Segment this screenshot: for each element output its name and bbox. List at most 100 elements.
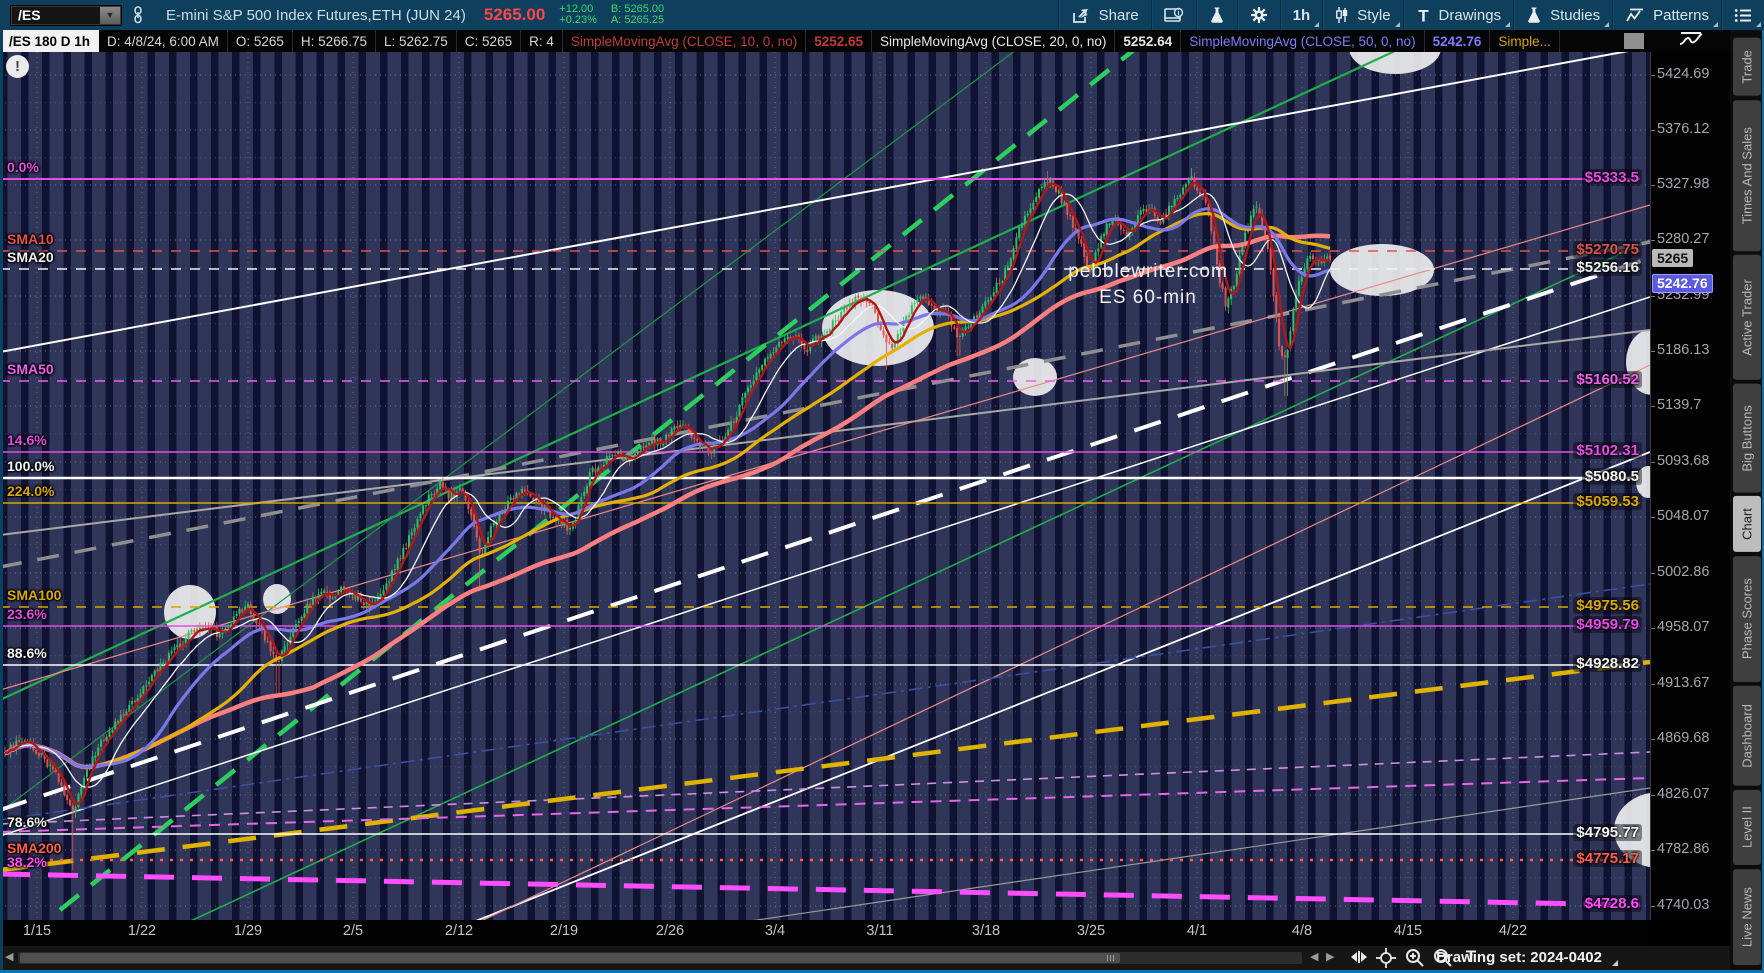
chart-plot-area[interactable]: ! pebblewriter.com ES 60-min 0.0% $5333.5… (0, 52, 1650, 920)
chart-style-icon (1678, 30, 1704, 53)
sidebar-tab-level-ii[interactable]: Level II (1733, 789, 1761, 865)
date-axis-label: 4/15 (1393, 923, 1423, 939)
dropdown-corner-icon (1604, 22, 1610, 27)
header-spacer (1560, 30, 1624, 52)
pan-right-icon[interactable]: ▶ (1326, 951, 1335, 963)
toolbar-button-menu[interactable] (1721, 0, 1764, 30)
sidebar-tab-active-trader[interactable]: Active Trader (1733, 254, 1761, 380)
toolbar-button-label: Drawings (1438, 6, 1502, 24)
sidebar-tab-phase-scores[interactable]: Phase Scores (1733, 556, 1761, 683)
text-tool-icon[interactable]: T (1462, 947, 1480, 966)
date-axis-label: 3/11 (866, 923, 894, 939)
study-label[interactable]: SimpleMovingAvg (CLOSE, 50, 0, no) (1181, 30, 1425, 52)
price-bubble: $5333.5 (1581, 169, 1642, 186)
study-value: 5242.76 (1425, 30, 1491, 52)
sidebar-tab-live-news[interactable]: Live News (1733, 868, 1761, 965)
toolbar-button-settings[interactable] (1236, 0, 1280, 30)
date-axis[interactable]: 1/15 1/22 1/29 2/5 2/12 2/19 2/26 3/4 3/11 3/18 3/… (0, 920, 1650, 946)
price-axis-label: 4826.07 (1650, 786, 1710, 802)
price-axis-label: 4782.86 (1650, 841, 1710, 857)
toolbar-button-drawings[interactable]: T Drawings (1402, 0, 1514, 30)
sidebar-tab-trade[interactable]: Trade (1733, 38, 1761, 96)
price-bubble: $4728.6 (1581, 895, 1642, 912)
scroll-left-icon[interactable]: ◀ (5, 951, 14, 963)
ttool-icon: T (1416, 7, 1431, 24)
toolbar-button-studies[interactable]: Studies (1513, 0, 1612, 30)
price-axis-label: 4740.03 (1650, 897, 1710, 913)
sidebar-tab-big-buttons[interactable]: Big Buttons (1733, 383, 1761, 493)
level-label: 88.6% (7, 645, 47, 661)
date-axis-label: 4/8 (1291, 923, 1313, 939)
sidebar-tab-dashboard[interactable]: Dashboard (1733, 686, 1761, 786)
chart-scrollbar[interactable] (18, 952, 1302, 964)
price-bubble: $4928.82 (1573, 655, 1642, 672)
study-label[interactable]: SimpleMovingAvg (CLOSE, 10, 0, no) (563, 30, 807, 52)
bottom-toolbar: ◀ ◀ ▶ T Drawing set: 2024-0402 (0, 946, 1730, 970)
symbol-timeframe-chip: /ES 180 D 1h (0, 30, 100, 52)
level-label: 0.0% (7, 159, 39, 175)
toolbar-button-timeframe[interactable]: 1h (1279, 0, 1323, 30)
price-axis-label: 5424.69 (1650, 66, 1710, 82)
toolbar-button-analyze[interactable] (1195, 0, 1237, 30)
price-bubble: $5059.53 (1573, 493, 1642, 510)
date-axis-label: 2/26 (655, 923, 685, 939)
link-icon[interactable] (132, 6, 144, 24)
price-bubble: $5256.16 (1573, 259, 1642, 276)
price-bubble: $4795.77 (1573, 824, 1642, 841)
zoom-out-icon[interactable] (1432, 948, 1454, 968)
header-handle[interactable] (1624, 33, 1644, 49)
price-axis[interactable]: 5424.69 5376.12 5327.98 5280.27 5232.99 5186.… (1650, 52, 1730, 920)
level-label: SMA20 (7, 249, 54, 265)
toolbar-button-share[interactable]: Share (1057, 0, 1151, 30)
chevron-down-icon[interactable]: ▼ (100, 6, 120, 24)
change-value: +12.00 (559, 3, 594, 15)
level-label: 100.0% (7, 458, 55, 474)
date-axis-label: 2/19 (549, 923, 579, 939)
price-bubble: $5270.75 (1573, 241, 1642, 258)
alert-icon[interactable]: ! (6, 55, 29, 78)
gear-icon (1250, 6, 1268, 24)
price-bubble: $4775.17 (1573, 850, 1642, 867)
study-label[interactable]: SimpleMovingAvg (CLOSE, 20, 0, no) (872, 30, 1116, 52)
sidebar-tab-times-and-sales[interactable]: Times And Sales (1733, 99, 1761, 251)
sidebar-tab-chart[interactable]: Chart (1733, 496, 1761, 553)
ohlc-field: H: 5266.75 (293, 30, 376, 52)
ohlc-field: R: 4 (521, 30, 563, 52)
ohlc-field: L: 5262.75 (376, 30, 457, 52)
level-label: 23.6% (7, 606, 47, 622)
pattern-icon (1625, 7, 1645, 23)
price-axis-label: 5002.86 (1650, 564, 1710, 580)
toolbar-button-news[interactable]: i (1150, 0, 1196, 30)
date-axis-label: 4/22 (1498, 923, 1528, 939)
toolbar-buttons: Share i 1h Style T Drawings Studies Patterns (1057, 0, 1764, 30)
price-axis-label: 5093.68 (1650, 453, 1710, 469)
scrollbar-thumb[interactable] (20, 953, 1120, 963)
watermark-line2: ES 60-min (1099, 287, 1197, 308)
news-icon: i (1163, 7, 1184, 23)
price-bubble: $5102.31 (1573, 442, 1642, 459)
symbol-combo[interactable]: /ES ▼ (10, 4, 122, 26)
date-axis-label: 1/29 (233, 923, 263, 939)
drawing-set-expand-icon[interactable] (1612, 960, 1618, 966)
ohlc-field: C: 5265 (457, 30, 522, 52)
study-label-truncated[interactable]: Simple... (1490, 30, 1560, 52)
price-axis-label: 5048.07 (1650, 508, 1710, 524)
scrollbar-grip (1107, 955, 1114, 961)
zoom-in-icon[interactable] (1404, 948, 1426, 968)
level-label: SMA10 (7, 231, 54, 247)
auto-scroll-icon[interactable] (1348, 948, 1370, 966)
svg-text:T: T (1418, 7, 1429, 24)
dropdown-corner-icon (1394, 22, 1400, 27)
crosshair-icon[interactable] (1376, 948, 1396, 968)
watermark-line1: pebblewriter.com (1068, 261, 1228, 282)
pan-left-icon[interactable]: ◀ (1310, 951, 1319, 963)
level-label: SMA200 (7, 840, 62, 856)
toolbar-button-style[interactable]: Style (1322, 0, 1402, 30)
bid-ask-stack: B: 5265.00 A: 5265.25 (611, 4, 664, 26)
toolbar-button-patterns[interactable]: Patterns (1612, 0, 1721, 30)
price-axis-label: 4869.68 (1650, 730, 1710, 746)
date-axis-label: 1/22 (127, 923, 157, 939)
drawing-set-label[interactable]: Drawing set: 2024-0402 (1436, 949, 1602, 966)
level-label: 224.0% (7, 483, 55, 499)
window-edge-bottom (0, 970, 1764, 973)
